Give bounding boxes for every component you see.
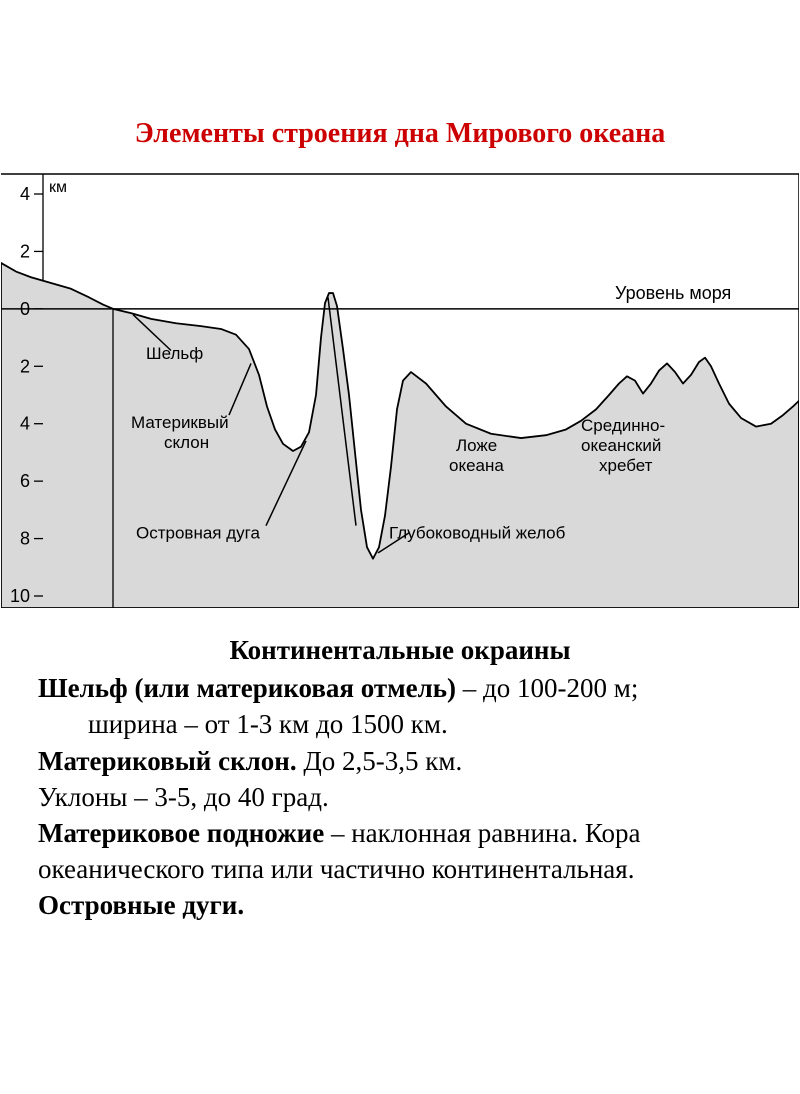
svg-text:10: 10 — [10, 586, 30, 606]
svg-text:Ложе: Ложе — [456, 436, 497, 455]
svg-text:0: 0 — [20, 299, 30, 319]
svg-text:4: 4 — [20, 184, 30, 204]
foot-term: Материковое подножие — [38, 818, 324, 848]
svg-text:Срединно-: Срединно- — [581, 416, 665, 435]
section-heading: Континентальные окраины — [38, 632, 762, 668]
arcs-term: Островные дуги. — [38, 890, 244, 920]
svg-text:Глубоководный желоб: Глубоководный желоб — [389, 524, 566, 543]
svg-text:Островная дуга: Островная дуга — [136, 524, 260, 543]
shelf-line2: ширина – от 1-3 км до 1500 км. — [38, 706, 762, 742]
slope-term: Материковый склон. — [38, 746, 297, 776]
svg-text:хребет: хребет — [599, 456, 653, 475]
text-content: Континентальные окраины Шельф (или матер… — [0, 608, 800, 923]
slope-line1: Материковый склон. До 2,5-3,5 км. — [38, 743, 762, 779]
svg-text:6: 6 — [20, 471, 30, 491]
shelf-rest: – до 100-200 м; — [456, 673, 638, 703]
svg-text:Шельф: Шельф — [146, 344, 203, 363]
shelf-term: Шельф (или материковая отмель) — [38, 673, 456, 703]
svg-text:океанский: океанский — [581, 436, 661, 455]
arcs-line: Островные дуги. — [38, 887, 762, 923]
foot-line1: Материковое подножие – наклонная равнина… — [38, 815, 762, 851]
svg-text:океана: океана — [449, 456, 504, 475]
svg-text:Уровень моря: Уровень моря — [615, 283, 731, 303]
foot-rest: – наклонная равнина. Кора — [324, 818, 640, 848]
svg-text:склон: склон — [164, 433, 209, 452]
page-title: Элементы строения дна Мирового океана — [0, 0, 800, 168]
svg-text:км: км — [49, 179, 67, 196]
svg-text:2: 2 — [20, 356, 30, 376]
slope-rest: До 2,5-3,5 км. — [297, 746, 463, 776]
slope-line2: Уклоны – 3-5, до 40 град. — [38, 779, 762, 815]
foot-line2: океанического типа или частично континен… — [38, 851, 762, 887]
svg-text:Материквый: Материквый — [131, 413, 229, 432]
svg-text:8: 8 — [20, 529, 30, 549]
svg-text:4: 4 — [20, 414, 30, 434]
svg-text:2: 2 — [20, 241, 30, 261]
ocean-floor-diagram: 4 2 0 2 4 6 8 10 км Уровень моря Шельф Материквыйск… — [1, 168, 799, 608]
shelf-line1: Шельф (или материковая отмель) – до 100-… — [38, 670, 762, 706]
